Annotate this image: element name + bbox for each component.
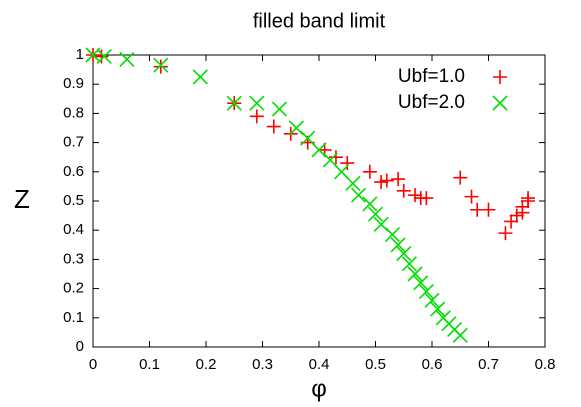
point: [396, 245, 412, 262]
point: [362, 196, 378, 212]
point: [345, 175, 361, 192]
plot-frame: [92, 54, 546, 348]
point: [401, 256, 417, 272]
x-tick-label: 0.7: [478, 356, 499, 373]
point: [249, 109, 264, 124]
point: [153, 59, 168, 74]
chart-title: filled band limit: [253, 10, 386, 32]
x-tick-label: 0.2: [196, 356, 217, 373]
point: [413, 275, 429, 291]
x-tick-label: 0.1: [139, 356, 160, 373]
y-tick-label: 0.4: [63, 221, 84, 238]
point: [430, 301, 446, 317]
point: [362, 164, 377, 179]
legend-label: Ubf=2.0: [398, 92, 465, 113]
x-tick-label: 0: [89, 356, 97, 373]
point: [119, 51, 135, 67]
y-tick-label: 0.1: [63, 309, 84, 326]
x-tick-label: 0.3: [252, 356, 273, 373]
point: [424, 292, 440, 308]
point: [350, 187, 367, 203]
point: [509, 208, 524, 223]
point: [340, 156, 355, 171]
point: [391, 172, 406, 187]
y-tick-label: 0.3: [63, 250, 84, 267]
legend-marker: [493, 70, 507, 84]
point: [367, 206, 384, 222]
y-tick-label: 0.8: [63, 104, 84, 121]
point: [384, 227, 401, 243]
point: [498, 226, 513, 241]
x-tick-label: 0.5: [365, 356, 386, 373]
y-axis-label: Z: [14, 184, 30, 214]
legend-label: Ubf=1.0: [398, 66, 465, 87]
point: [153, 57, 169, 73]
point: [521, 191, 536, 206]
point: [266, 119, 281, 134]
point: [96, 48, 112, 65]
point: [192, 69, 208, 85]
point: [481, 202, 496, 217]
x-tick-label: 0.4: [309, 356, 330, 373]
y-tick-label: 1: [76, 46, 84, 63]
legend-marker: [492, 95, 508, 111]
point: [408, 188, 423, 203]
y-tick-label: 0.6: [63, 163, 84, 180]
point: [396, 183, 411, 198]
point: [407, 266, 423, 282]
point: [464, 189, 479, 204]
point: [452, 327, 468, 343]
x-tick-label: 0.8: [535, 356, 556, 373]
point: [390, 237, 406, 253]
y-tick-label: 0.2: [63, 280, 84, 297]
point: [271, 101, 288, 117]
point: [94, 49, 109, 64]
point: [379, 173, 394, 188]
point: [515, 199, 530, 214]
x-tick-label: 0.6: [422, 356, 443, 373]
y-tick-label: 0.7: [63, 134, 84, 151]
x-axis-label: φ: [311, 375, 327, 402]
point: [328, 150, 343, 165]
y-tick-label: 0: [76, 338, 84, 355]
point: [504, 214, 519, 229]
point: [249, 95, 265, 111]
y-tick-label: 0.9: [63, 75, 84, 92]
y-tick-label: 0.5: [63, 192, 84, 209]
point: [419, 191, 434, 206]
point: [418, 283, 434, 300]
point: [374, 175, 389, 190]
point: [226, 95, 242, 111]
point: [453, 170, 468, 185]
